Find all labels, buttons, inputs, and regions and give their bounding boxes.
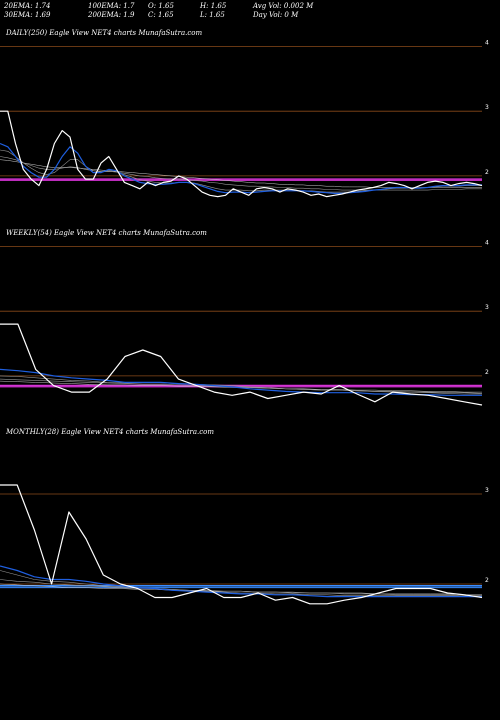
monthly-series-100ema [0,579,482,597]
ema20-stat: 20EMA: 1.74 [4,2,51,10]
monthly-tick-label-3: 3 [485,487,489,494]
open-stat: O: 1.65 [148,2,174,10]
weekly-tick-label-3: 3 [485,304,489,311]
low-stat: L: 1.65 [200,11,225,19]
weekly-series-100ema [0,378,483,394]
ema30-stat: 30EMA: 1.69 [4,11,51,19]
daily-tick-label-2: 2 [485,169,489,176]
monthly-series-30ema [0,570,482,597]
close-stat: C: 1.65 [148,11,174,19]
day-vol-stat: Day Vol: 0 M [253,11,299,19]
weekly-series-30ema [0,375,482,395]
avg-vol-stat: Avg Vol: 0.002 M [253,2,314,10]
daily-series-200ema [0,159,482,188]
monthly-series-20ema [0,565,482,598]
daily-tick-label-3: 3 [485,104,489,111]
daily-series-100ema [0,156,482,191]
daily-series-30ema [0,149,482,193]
high-stat: H: 1.65 [200,2,227,10]
daily-series-20ema [0,142,482,194]
daily-panel-label: DAILY(250) Eagle View NET4 charts Munafa… [6,29,203,37]
weekly-series-20ema [0,368,482,396]
monthly-series-price [0,484,483,605]
ema200-stat: 200EMA: 1.9 [88,11,135,19]
monthly-panel-label: MONTHLY(28) Eagle View NET4 charts Munaf… [6,428,215,436]
weekly-tick-label-2: 2 [485,369,489,376]
weekly-series-price [0,323,483,406]
weekly-tick-label-4: 4 [485,239,489,246]
ema100-stat: 100EMA: 1.7 [88,2,135,10]
daily-tick-label-4: 4 [485,39,489,46]
monthly-tick-label-2: 2 [485,577,489,584]
daily-series-price [0,110,483,198]
weekly-panel-label: WEEKLY(54) Eagle View NET4 charts Munafa… [6,229,207,237]
